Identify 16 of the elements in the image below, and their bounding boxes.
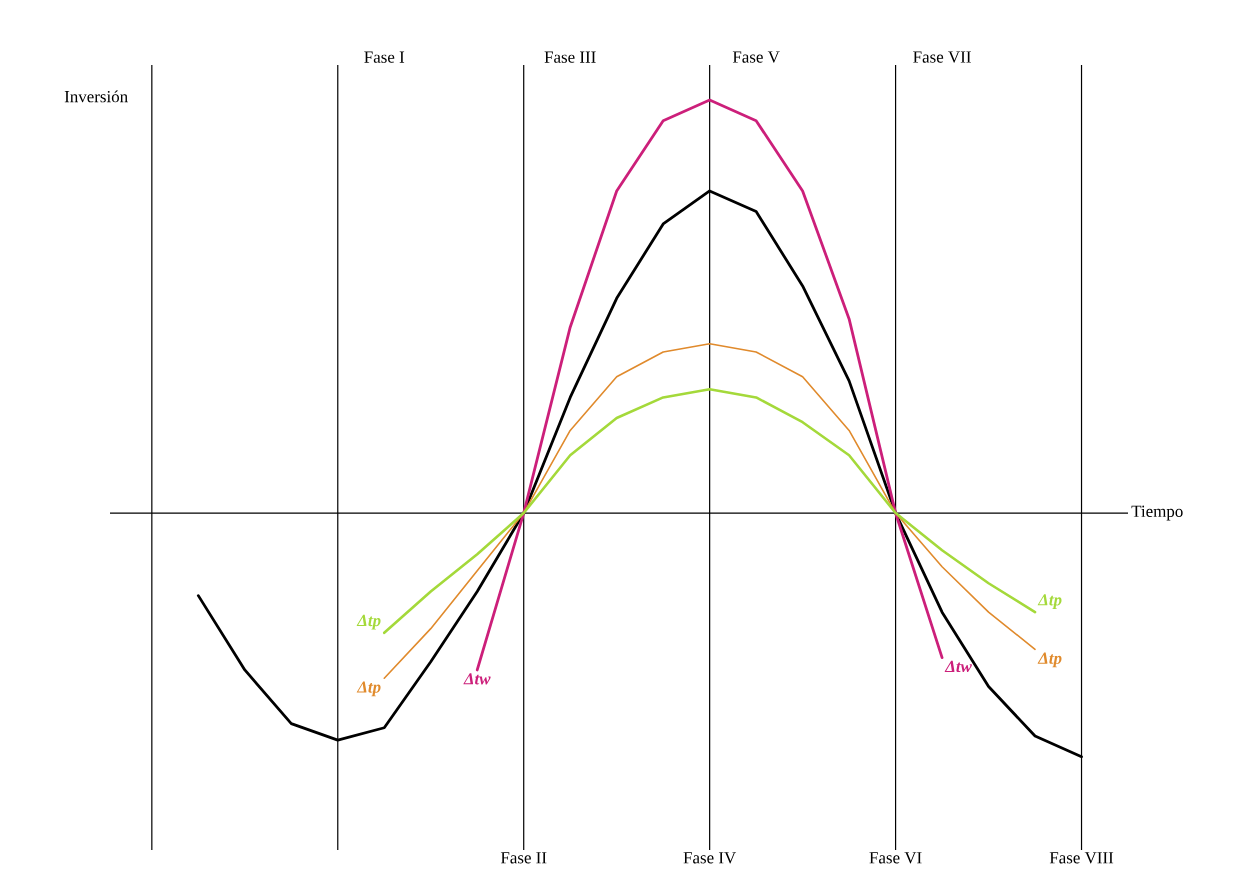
x-axis-title: Tiempo — [1131, 505, 1183, 521]
x-tick-label: Fase II — [500, 852, 547, 864]
series-label: Δtp — [1037, 652, 1062, 668]
x-tick-label: Fase III — [544, 51, 596, 63]
x-tick-label: Fase I — [364, 51, 405, 63]
series-label: Δtp — [1037, 594, 1062, 609]
y-axis-title: Inversión — [64, 90, 128, 103]
series-label: Δtw — [944, 660, 972, 673]
x-tick-label: Fase VIII — [1049, 852, 1114, 864]
x-tick-label: Fase V — [732, 51, 780, 63]
x-tick-label: Fase IV — [683, 852, 737, 864]
x-tick-label: Fase VII — [913, 51, 971, 63]
x-tick-label: Fase VI — [869, 852, 922, 864]
text: Δtp — [356, 681, 381, 697]
text: Δtp — [356, 614, 381, 630]
text: Δtw — [463, 673, 491, 685]
